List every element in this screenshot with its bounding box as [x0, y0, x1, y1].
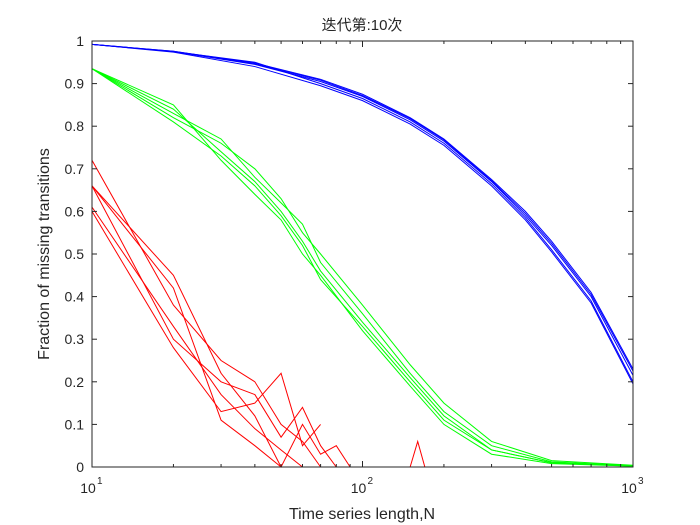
- series-line-12: [91, 160, 322, 468]
- y-tick-label-10: 1: [76, 33, 84, 49]
- y-tick-label-6: 0.6: [65, 203, 85, 219]
- x-axis-label: Time series length,N: [289, 506, 435, 523]
- x-tick-label-base-2: 10: [621, 480, 637, 496]
- x-tick-label-exponent-0: 1: [97, 476, 103, 487]
- series-layer: [91, 43, 634, 468]
- x-tick-label-exponent-1: 2: [368, 476, 374, 487]
- series-line-4: [91, 43, 634, 372]
- x-tick-label-base-0: 10: [80, 480, 96, 496]
- y-tick-label-4: 0.4: [65, 289, 85, 305]
- chart-title: 迭代第:10次: [322, 16, 403, 34]
- series-line-2: [91, 43, 634, 370]
- y-tick-label-0: 0: [76, 459, 84, 475]
- x-tick-label-exponent-2: 3: [638, 476, 644, 487]
- y-tick-label-3: 0.3: [65, 331, 85, 347]
- y-tick-label-5: 0.5: [65, 246, 85, 262]
- y-axis-label: Fraction of missing transitions: [36, 148, 53, 360]
- series-line-1: [91, 43, 634, 383]
- x-tick-label-base-1: 10: [351, 480, 367, 496]
- series-line-13: [91, 211, 321, 447]
- y-tick-label-9: 0.9: [65, 76, 85, 92]
- y-tick-label-8: 0.8: [65, 118, 85, 134]
- y-tick-label-7: 0.7: [65, 161, 85, 177]
- y-tick-label-2: 0.2: [65, 374, 85, 390]
- series-line-15: [91, 185, 426, 468]
- series-line-8: [91, 68, 634, 467]
- series-line-7: [91, 68, 634, 467]
- y-tick-label-1: 0.1: [65, 416, 85, 432]
- series-line-9: [91, 68, 634, 467]
- series-line-6: [91, 68, 634, 466]
- series-line-3: [91, 43, 634, 385]
